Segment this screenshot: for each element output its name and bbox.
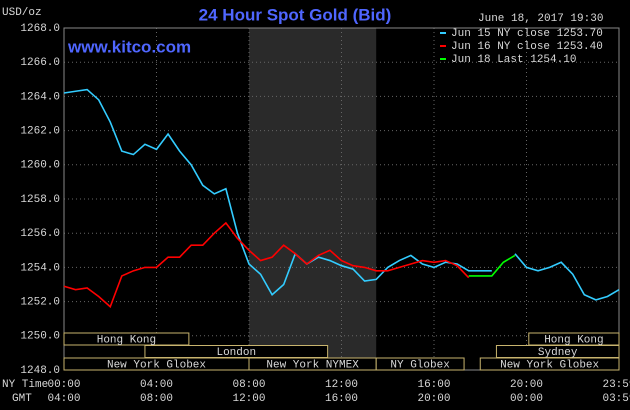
session-label: NY Globex xyxy=(390,359,450,371)
session-label: Hong Kong xyxy=(97,334,156,346)
y-tick-label: 1256.0 xyxy=(20,228,60,240)
y-tick-label: 1260.0 xyxy=(20,160,60,172)
y-tick-label: 1258.0 xyxy=(20,194,60,206)
series-line xyxy=(63,221,470,309)
x2-axis-label: GMT xyxy=(12,393,32,405)
y-tick-label: 1266.0 xyxy=(20,57,60,69)
legend-label: Jun 18 Last 1254.10 xyxy=(451,54,576,66)
y-tick-label: 1252.0 xyxy=(20,297,60,309)
session-label: London xyxy=(216,347,256,359)
session-label: New York Globex xyxy=(107,359,206,371)
x-axis-label: NY Time xyxy=(2,379,48,391)
series-line xyxy=(63,88,620,301)
session-box xyxy=(375,357,465,371)
x2-tick-label: 12:00 xyxy=(232,393,265,405)
session-label: Sydney xyxy=(538,347,578,359)
session-label: New York Globex xyxy=(500,359,599,371)
y-tick-label: 1254.0 xyxy=(20,262,60,274)
x2-tick-label: 03:59 xyxy=(602,393,630,405)
x2-tick-label: 16:00 xyxy=(325,393,358,405)
x-tick-label: 12:00 xyxy=(325,379,358,391)
site-url: www.kitco.com xyxy=(67,37,191,56)
legend-label: Jun 15 NY close 1253.70 xyxy=(451,28,603,40)
y-tick-label: 1250.0 xyxy=(20,331,60,343)
session-box xyxy=(63,332,190,346)
x-tick-label: 23:59 xyxy=(602,379,630,391)
x2-tick-label: 00:00 xyxy=(510,393,543,405)
x-tick-label: 00:00 xyxy=(47,379,80,391)
legend-label: Jun 16 NY close 1253.40 xyxy=(451,41,603,53)
series-line xyxy=(468,254,516,277)
chart-title: 24 Hour Spot Gold (Bid) xyxy=(199,5,392,24)
session-box xyxy=(479,357,620,371)
session-label: New York NYMEX xyxy=(266,359,359,371)
x2-tick-label: 04:00 xyxy=(47,393,80,405)
timestamp: June 18, 2017 19:30 xyxy=(478,13,603,25)
y-tick-label: 1264.0 xyxy=(20,91,60,103)
x-tick-label: 04:00 xyxy=(140,379,173,391)
x-tick-label: 08:00 xyxy=(232,379,265,391)
x2-tick-label: 08:00 xyxy=(140,393,173,405)
y-tick-label: 1262.0 xyxy=(20,126,60,138)
y-tick-label: 1248.0 xyxy=(20,365,60,377)
x2-tick-label: 20:00 xyxy=(417,393,450,405)
y-tick-label: 1268.0 xyxy=(20,23,60,35)
x-tick-label: 20:00 xyxy=(510,379,543,391)
y-axis-label: USD/oz xyxy=(2,7,42,19)
session-label: Hong Kong xyxy=(544,334,603,346)
x-tick-label: 16:00 xyxy=(417,379,450,391)
